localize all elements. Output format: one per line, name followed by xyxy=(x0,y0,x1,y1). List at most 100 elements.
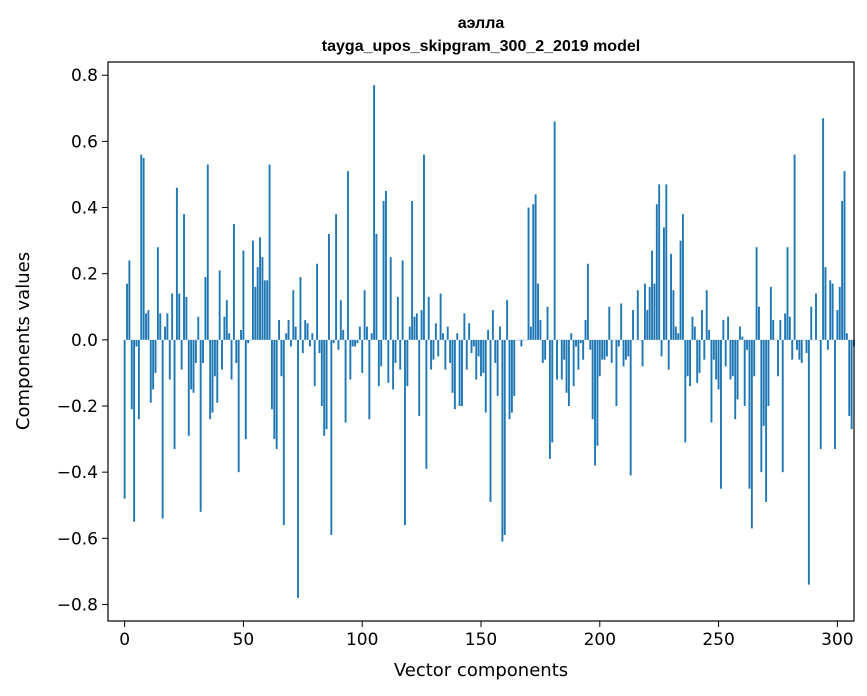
x-tick-label: 150 xyxy=(465,630,497,650)
bar xyxy=(629,339,632,476)
bar xyxy=(831,283,834,340)
bar xyxy=(596,339,599,446)
bar xyxy=(674,326,677,340)
bar xyxy=(653,283,656,340)
y-tick-label: −0.6 xyxy=(57,529,98,549)
bar xyxy=(375,234,378,340)
bar xyxy=(199,339,202,512)
bar xyxy=(724,339,727,367)
bar xyxy=(349,339,352,380)
bar xyxy=(798,339,801,360)
bar xyxy=(254,286,257,340)
bar xyxy=(259,237,261,340)
bar xyxy=(546,306,549,340)
bar xyxy=(159,313,162,340)
bar xyxy=(784,313,787,340)
bar xyxy=(370,333,373,340)
x-tick-label: 300 xyxy=(821,630,853,650)
bar xyxy=(598,339,601,377)
bar xyxy=(297,339,300,598)
bar xyxy=(377,339,380,387)
bar xyxy=(183,214,185,340)
bar xyxy=(667,339,670,370)
bar xyxy=(266,280,269,340)
bar xyxy=(577,339,580,370)
bar xyxy=(385,191,387,340)
bar xyxy=(209,339,212,420)
bar xyxy=(268,164,271,340)
bar xyxy=(556,339,558,380)
x-axis-label: Vector components xyxy=(394,660,568,681)
bar xyxy=(548,339,551,459)
bar xyxy=(173,339,176,449)
x-axis-ticks: 0 50 100 150 200 250 300 xyxy=(119,621,854,650)
bar xyxy=(149,339,152,403)
bar xyxy=(843,171,846,340)
x-tick-label: 0 xyxy=(119,630,130,650)
bar xyxy=(128,260,131,340)
bar xyxy=(800,339,803,363)
bar xyxy=(247,339,250,344)
bar xyxy=(594,339,596,466)
bar xyxy=(285,333,288,340)
bar xyxy=(679,240,682,340)
bar xyxy=(513,339,516,397)
bar xyxy=(133,339,136,522)
bar xyxy=(458,339,461,406)
bar xyxy=(164,326,166,340)
bar xyxy=(796,339,798,350)
bar xyxy=(197,316,200,340)
bar xyxy=(123,339,126,499)
bar xyxy=(537,283,539,340)
bar xyxy=(166,313,169,340)
bar xyxy=(487,329,490,340)
bar xyxy=(299,277,302,340)
bar xyxy=(658,184,661,340)
bar xyxy=(810,306,813,340)
bar xyxy=(142,157,145,340)
bar xyxy=(404,339,406,526)
bar xyxy=(411,200,414,340)
bar xyxy=(145,313,147,340)
bar xyxy=(420,310,423,340)
bar xyxy=(232,224,235,340)
y-tick-label: −0.2 xyxy=(57,397,98,417)
bar xyxy=(237,339,240,473)
bar xyxy=(710,339,713,423)
bar xyxy=(392,339,395,390)
bar xyxy=(605,339,608,357)
bar xyxy=(323,339,326,436)
bar xyxy=(190,339,193,390)
bar xyxy=(529,326,532,340)
bar xyxy=(850,339,853,430)
bar xyxy=(494,339,497,363)
bar xyxy=(591,339,594,420)
bar xyxy=(223,316,226,340)
bar xyxy=(743,339,746,406)
bar xyxy=(332,339,335,344)
bar xyxy=(221,339,223,370)
bar xyxy=(791,339,794,360)
bar xyxy=(453,339,456,410)
bar xyxy=(672,290,675,340)
bar xyxy=(439,293,442,340)
bar xyxy=(506,300,509,340)
bar xyxy=(760,339,763,473)
bar xyxy=(603,339,606,360)
bar xyxy=(480,339,482,377)
bar xyxy=(696,339,699,383)
bar xyxy=(147,310,150,340)
bar xyxy=(156,247,159,340)
bar xyxy=(354,339,357,347)
bar xyxy=(781,339,784,473)
x-tick-label: 200 xyxy=(584,630,616,650)
bar xyxy=(475,339,478,380)
bar xyxy=(213,339,216,377)
bar xyxy=(572,339,575,387)
bar xyxy=(777,339,779,377)
bar xyxy=(727,316,730,340)
bar xyxy=(126,283,128,340)
bar xyxy=(544,339,547,360)
bar xyxy=(570,333,573,340)
bar xyxy=(251,240,254,340)
